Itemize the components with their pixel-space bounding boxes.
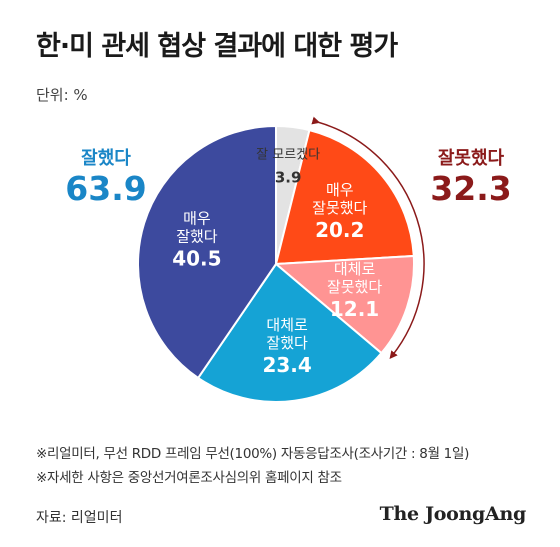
slice-value: 12.1 <box>330 297 379 321</box>
slice-label: 대체로 <box>266 316 308 334</box>
bad-total-name: 잘못했다 <box>437 148 505 169</box>
label-layer: 잘 모르겠다3.9매우잘못했다20.2대체로잘못했다12.1대체로잘했다23.4… <box>172 147 382 377</box>
slice-label: 매우 <box>326 181 354 199</box>
pie-slice <box>137 124 277 380</box>
pie-slice <box>273 254 415 355</box>
survey-note: ※리얼미터, 무선 RDD 프레임 무선(100%) 자동응답조사(조사기간 :… <box>36 446 470 462</box>
source-label: 자료: 리얼미터 <box>36 510 123 526</box>
slice-label: 대체로 <box>334 260 376 278</box>
good-total-label: 잘했다 63.9 <box>56 144 156 208</box>
good-total-name: 잘했다 <box>81 148 131 169</box>
slice-label: 잘했다 <box>266 334 308 352</box>
pie-slice <box>274 128 415 266</box>
pie-slice <box>196 262 383 403</box>
bad-bracket-layer <box>311 116 425 360</box>
slice-label: 잘 모르겠다 <box>256 147 320 162</box>
good-total-value: 63.9 <box>65 169 147 208</box>
slice-label: 잘했다 <box>176 228 218 246</box>
brand-logo: The JoongAng <box>379 503 527 525</box>
slice-label: 잘못했다 <box>312 199 367 217</box>
bad-total-value: 32.3 <box>430 169 512 208</box>
bad-total-label: 잘못했다 32.3 <box>416 144 526 208</box>
slice-value: 23.4 <box>262 353 311 377</box>
slice-value: 20.2 <box>315 218 364 242</box>
chart-title: 한·미 관세 협상 결과에 대한 평가 <box>36 31 398 62</box>
slice-label: 매우 <box>183 210 211 228</box>
slice-layer <box>137 124 415 403</box>
bad-group-bracket <box>311 116 425 360</box>
slice-value: 40.5 <box>172 247 221 271</box>
unit-label: 단위: % <box>36 86 88 104</box>
slice-value: 3.9 <box>275 168 302 186</box>
slice-label: 잘못했다 <box>327 278 382 296</box>
reference-note: ※자세한 사항은 중앙선거여론조사심의위 홈페이지 참조 <box>36 470 342 486</box>
